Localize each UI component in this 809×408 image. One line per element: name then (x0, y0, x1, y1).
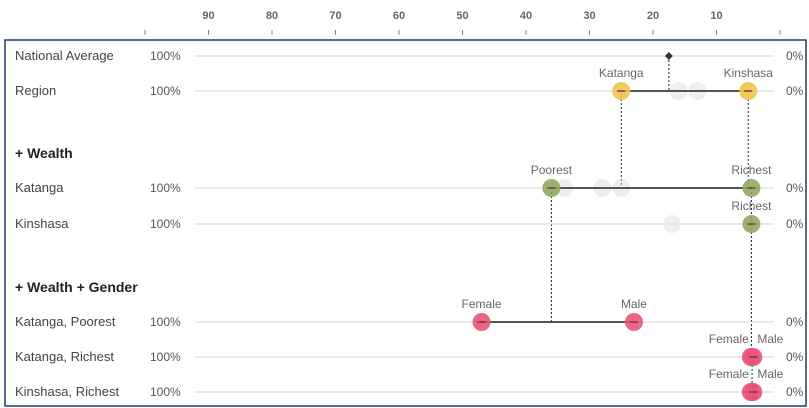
chart-frame (4, 39, 807, 407)
x-tick-label: 90 (202, 10, 214, 22)
point-label: Katanga (599, 66, 644, 80)
row-right-value: 0% (786, 217, 804, 231)
row-region: Region 100% 0% Katanga Kinshasa (15, 66, 804, 100)
point-label: Male (621, 297, 647, 311)
section-label-wealth: + Wealth (15, 145, 73, 161)
point-label: Female (709, 332, 749, 346)
row-right-value: 0% (786, 385, 804, 399)
section-headers: + Wealth + Wealth + Gender (15, 145, 138, 295)
row-label: Kinshasa (15, 216, 69, 231)
row-label: Katanga, Poorest (15, 314, 116, 329)
point-label: Male (757, 332, 783, 346)
row-label: Kinshasa, Richest (15, 384, 119, 399)
point-label: Male (757, 367, 783, 381)
row-right-value: 0% (786, 49, 804, 63)
row-kinshasa_richest: Kinshasa, Richest 100% 0% Female Male (15, 367, 804, 401)
average-marker (664, 52, 673, 60)
point-label: Richest (731, 163, 772, 177)
x-tick-label: 60 (393, 10, 405, 22)
row-left-value: 100% (150, 49, 181, 63)
point-label: Richest (731, 199, 772, 213)
row-left-value: 100% (150, 181, 181, 195)
row-label: Region (15, 83, 56, 98)
point-label: Female (462, 297, 502, 311)
row-kinshasa: Kinshasa 100% 0% Richest (15, 199, 804, 233)
row-katanga_richest: Katanga, Richest 100% 0% Female Male (15, 332, 804, 366)
point-label: Female (709, 367, 749, 381)
row-label: Katanga (15, 180, 64, 195)
row-right-value: 0% (786, 350, 804, 364)
x-tick-label: 80 (266, 10, 278, 22)
row-national: National Average 100% 0% (15, 48, 804, 63)
x-axis: 90 80 70 60 50 40 30 20 10 (144, 10, 781, 35)
x-tick-label: 10 (710, 10, 722, 22)
row-katanga_poorest: Katanga, Poorest 100% 0% Female Male (15, 297, 804, 331)
point-label: Kinshasa (724, 66, 774, 80)
ghost-point (663, 215, 682, 233)
row-right-value: 0% (786, 315, 804, 329)
row-left-value: 100% (150, 385, 181, 399)
point-label: Poorest (531, 163, 573, 177)
x-tick-label: 50 (456, 10, 468, 22)
row-left-value: 100% (150, 84, 181, 98)
row-left-value: 100% (150, 350, 181, 364)
x-tick-label: 20 (647, 10, 659, 22)
row-katanga: Katanga 100% 0% Poorest Richest (15, 163, 804, 197)
row-label: National Average (15, 48, 114, 63)
rows: National Average 100% 0%Region 100% 0%Katang… (15, 48, 804, 401)
section-label-wealth_gender: + Wealth + Gender (15, 279, 138, 295)
row-right-value: 0% (786, 181, 804, 195)
row-right-value: 0% (786, 84, 804, 98)
row-left-value: 100% (150, 315, 181, 329)
row-label: Katanga, Richest (15, 349, 114, 364)
x-tick-label: 70 (329, 10, 341, 22)
x-tick-label: 40 (520, 10, 532, 22)
x-tick-label: 30 (583, 10, 595, 22)
row-left-value: 100% (150, 217, 181, 231)
